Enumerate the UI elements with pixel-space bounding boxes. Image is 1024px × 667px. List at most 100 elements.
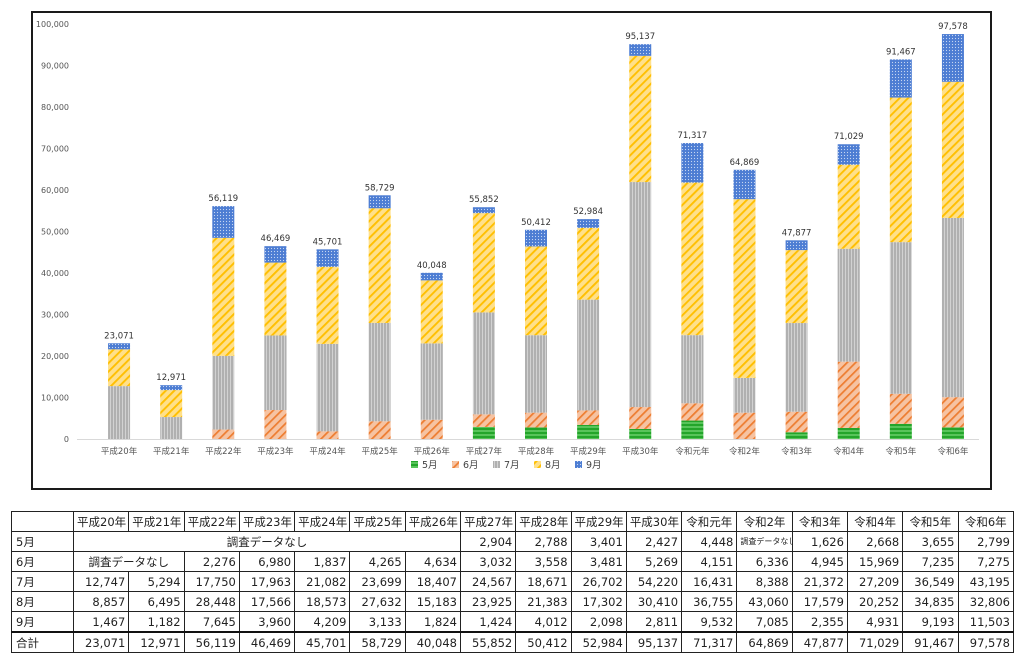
y-tick-label: 80,000 <box>41 103 69 112</box>
bar-total-label: 46,469 <box>261 234 291 244</box>
table-cell: 4,265 <box>349 551 406 572</box>
table-header-cell: 平成22年 <box>183 511 240 532</box>
legend-label: 7月 <box>504 460 520 471</box>
table-header-cell: 平成23年 <box>238 511 296 532</box>
data-table: 平成20年 平成21年 平成22年 平成23年 平成24年 平成25年 平成26年 平成27年… <box>11 511 1014 653</box>
table-cell: 4,931 <box>846 611 904 633</box>
bar-total-label: 23,071 <box>104 331 134 341</box>
bar-segment-7月 <box>785 323 808 412</box>
bar-total-label: 50,412 <box>521 218 551 228</box>
bar-segment-7月 <box>681 335 704 404</box>
bar-segment-8月 <box>889 97 912 243</box>
bar-total-label: 40,048 <box>417 261 447 271</box>
bar-segment-7月 <box>889 242 912 394</box>
x-category-label: 平成21年 <box>153 446 190 457</box>
bar-segment-7月 <box>629 182 652 408</box>
bar-segment-9月 <box>785 240 808 251</box>
bar-segment-9月 <box>264 246 287 263</box>
table-cell: 45,701 <box>294 631 351 653</box>
legend-label: 9月 <box>586 460 602 471</box>
table-cell: 55,852 <box>459 631 517 653</box>
table-cell: 2,668 <box>846 531 904 552</box>
table-cell: 3,133 <box>349 611 406 633</box>
table-cell: 3,960 <box>238 611 296 633</box>
table-header-row: 平成20年 平成21年 平成22年 平成23年 平成24年 平成25年 平成26年 平成27年… <box>11 511 1014 532</box>
legend-swatch <box>575 461 582 468</box>
bar-segment-7月 <box>525 335 547 413</box>
table-cell: 3,481 <box>570 551 627 572</box>
table-cell: 21,082 <box>294 571 351 592</box>
bar-segment-7月 <box>837 248 860 362</box>
legend-swatch <box>452 461 459 468</box>
table-cell: 12,971 <box>128 631 185 653</box>
table-cell: 3,032 <box>459 551 517 572</box>
table-cell: 95,137 <box>625 631 683 653</box>
table-row: 7月 12,747 5,294 17,750 17,963 21,082 23,699 18,… <box>11 571 1014 592</box>
table-cell: 6,336 <box>736 551 793 572</box>
table-header-cell: 平成26年 <box>404 511 461 532</box>
table-nodata-cell: 調査データなし <box>73 531 461 552</box>
table-cell: 27,632 <box>349 591 406 612</box>
bar-segment-9月 <box>420 272 443 281</box>
bar-segment-6月 <box>785 411 808 433</box>
bar-segment-6月 <box>837 361 860 428</box>
table-cell: 2,427 <box>625 531 683 552</box>
table-cell: 21,383 <box>515 591 572 612</box>
bar-total-label: 52,984 <box>573 207 603 217</box>
table-cell: 30,410 <box>625 591 683 612</box>
table-cell: 3,558 <box>515 551 572 572</box>
bar-total-label: 56,119 <box>208 194 238 204</box>
bar-segment-8月 <box>577 227 600 300</box>
bar-segment-5月 <box>577 424 600 439</box>
legend-label: 8月 <box>545 460 561 471</box>
bar-segment-7月 <box>733 377 756 413</box>
table-cell: 8,388 <box>736 571 793 592</box>
bar-segment-7月 <box>420 343 443 420</box>
y-tick-label: 100,000 <box>36 20 69 29</box>
table-header-cell: 平成29年 <box>570 511 627 532</box>
y-tick-label: 10,000 <box>41 394 69 403</box>
bar-segment-5月 <box>941 427 964 439</box>
x-category-label: 平成23年 <box>257 446 294 457</box>
bar-segment-9月 <box>629 44 652 56</box>
table-cell: 71,317 <box>681 631 738 653</box>
table-cell: 54,220 <box>625 571 683 592</box>
bar-segment-6月 <box>420 419 443 439</box>
table-cell: 4,945 <box>791 551 848 572</box>
x-category-label: 令和6年 <box>937 446 968 457</box>
table-cell: 36,549 <box>902 571 959 592</box>
bar-segment-7月 <box>108 386 131 439</box>
table-header-cell: 平成24年 <box>294 511 351 532</box>
x-axis-labels: 平成20年 平成21年 平成22年 平成23年 平成24年 平成25年 平成26年 平成27年… <box>101 446 969 457</box>
bar-segment-5月 <box>785 432 808 439</box>
table-cell: 7,085 <box>736 611 793 633</box>
bar-segment-9月 <box>160 385 183 391</box>
bar-segment-8月 <box>733 199 756 378</box>
table-cell: 2,098 <box>570 611 627 633</box>
table-cell: 1,467 <box>72 611 130 633</box>
table-header-cell: 令和6年 <box>957 511 1014 532</box>
table-nodata-cell: 調査データなし <box>73 551 185 572</box>
y-tick-label: 30,000 <box>41 311 69 320</box>
table-cell: 15,969 <box>846 551 904 572</box>
x-category-label: 平成28年 <box>518 446 555 457</box>
table-header-cell: 平成20年 <box>72 511 130 532</box>
table-cell: 17,566 <box>238 591 296 612</box>
bar-segment-6月 <box>212 429 235 439</box>
table-cell: 28,448 <box>183 591 240 612</box>
table-cell: 23,699 <box>349 571 406 592</box>
table-row-label: 6月 <box>11 551 74 572</box>
table-cell: 2,799 <box>957 531 1014 552</box>
table-cell: 4,012 <box>515 611 572 633</box>
table-header-cell: 令和3年 <box>791 511 848 532</box>
bar-total-label: 97,578 <box>938 22 968 32</box>
table-cell: 34,835 <box>902 591 959 612</box>
table-cell: 7,235 <box>902 551 959 572</box>
table-header-cell: 平成25年 <box>349 511 406 532</box>
bar-total-label: 55,852 <box>469 195 499 205</box>
table-cell: 23,925 <box>459 591 517 612</box>
table-cell: 64,869 <box>736 631 793 653</box>
bar-segment-7月 <box>577 299 600 411</box>
y-tick-label: 0 <box>64 435 69 444</box>
y-tick-label: 40,000 <box>41 269 69 278</box>
